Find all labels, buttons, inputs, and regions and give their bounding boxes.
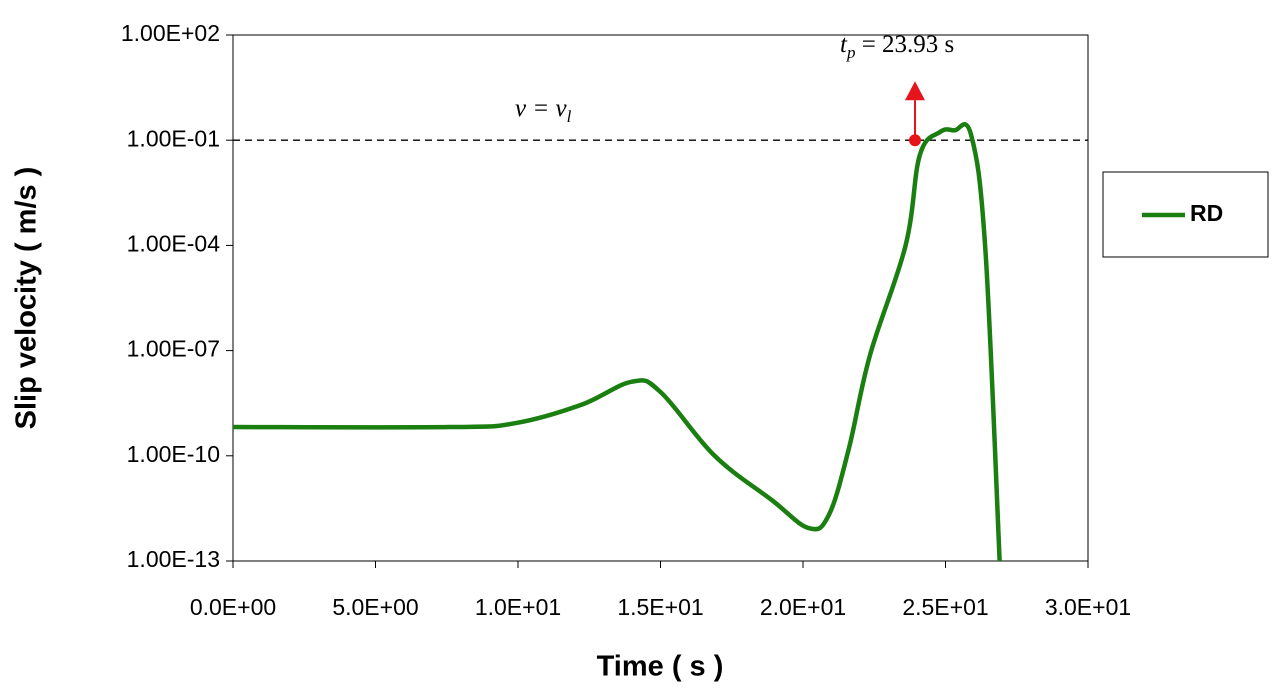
legend-box (1102, 171, 1269, 258)
marker-arrowhead (905, 81, 926, 101)
series-line (232, 122, 1002, 562)
threshold-label-base: v = v (515, 95, 567, 122)
marker-point (909, 134, 922, 147)
y-tick-label: 1.00E-13 (127, 546, 220, 572)
x-tick-label: 1.0E+01 (475, 594, 561, 620)
legend-label: RD (1190, 200, 1223, 226)
marker-label: tp = 23.93 s (840, 31, 954, 62)
marker-label-base: t (840, 31, 848, 58)
y-tick-label: 1.00E-01 (127, 125, 220, 151)
y-axis-title: Slip velocity ( m/s ) (11, 167, 43, 430)
x-tick-label: 3.0E+01 (1045, 594, 1131, 620)
x-axis-title: Time ( s ) (597, 651, 724, 683)
threshold-label-sub: l (567, 107, 572, 126)
marker-label-sub: p (846, 43, 856, 62)
x-tick-label: 1.5E+01 (617, 594, 703, 620)
y-tick-label: 1.00E-10 (127, 441, 220, 467)
x-tick-label: 0.0E+00 (190, 594, 276, 620)
plot-frame (232, 34, 1089, 562)
marker-label-rest: = 23.93 s (855, 31, 954, 58)
y-tick-label: 1.00E-07 (127, 336, 220, 362)
y-tick-label: 1.00E-04 (127, 230, 221, 256)
x-tick-label: 2.0E+01 (760, 594, 846, 620)
x-tick-label: 2.5E+01 (902, 594, 988, 620)
threshold-label: v = vl (515, 95, 572, 126)
y-tick-label: 1.00E+02 (121, 20, 220, 46)
x-tick-label: 5.0E+00 (332, 594, 418, 620)
